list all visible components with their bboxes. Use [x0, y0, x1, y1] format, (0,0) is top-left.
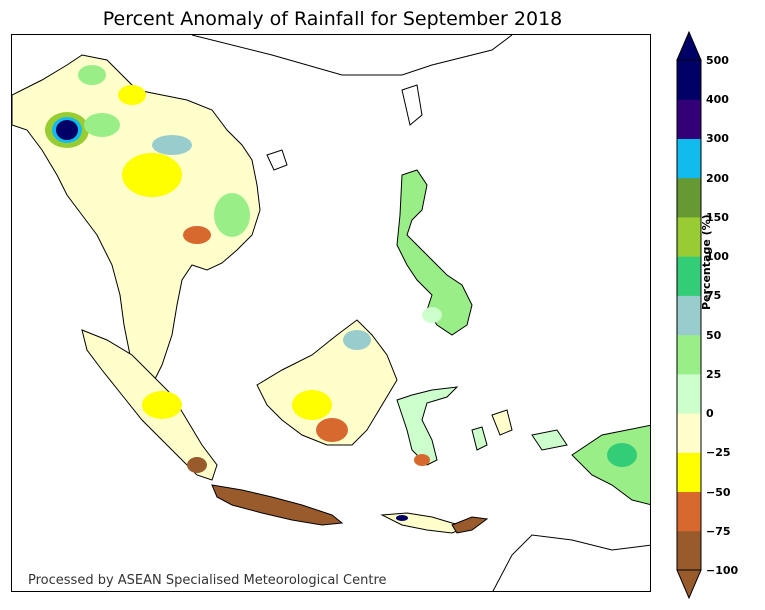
landmass-new-guinea: [571, 424, 650, 506]
colorbar-band: [677, 99, 701, 139]
colorbar-tick-label: −25: [706, 446, 731, 460]
colorbar-tick-label: 0: [706, 407, 714, 421]
colorbar-tick-label: 100: [706, 250, 729, 264]
colorbar-band: [677, 334, 701, 375]
colorbar-band: [677, 60, 701, 100]
colorbar-band: [677, 177, 701, 218]
colorbar-tick-label: 300: [706, 132, 729, 146]
colorbar-band: [677, 530, 701, 571]
colorbar-tick-label: 50: [706, 328, 722, 342]
colorbar-extend-bottom: [676, 569, 702, 600]
colorbar-band: [677, 216, 701, 257]
colorbar-band: [677, 413, 701, 453]
landmass-borneo: [256, 319, 398, 446]
colorbar-band: [677, 295, 701, 336]
credit-text: Processed by ASEAN Specialised Meteorolo…: [28, 573, 387, 588]
colorbar-tick-label: 150: [706, 210, 729, 224]
colorbar: [676, 30, 702, 600]
map-title: Percent Anomaly of Rainfall for Septembe…: [102, 8, 563, 30]
colorbar-band: [677, 491, 701, 532]
landmass-java: [211, 484, 344, 526]
colorbar-tick-label: 200: [706, 171, 729, 185]
landmass-timor: [380, 512, 469, 534]
colorbar-tick-label: 75: [706, 289, 722, 303]
colorbar-tick-label: 400: [706, 93, 729, 107]
colorbar-band: [677, 256, 701, 296]
colorbar-tick-label: −75: [706, 524, 731, 538]
colorbar-band: [677, 373, 701, 414]
colorbar-extend-top: [676, 30, 702, 61]
rainfall-anomaly-map: Processed by ASEAN Specialised Meteorolo…: [11, 34, 651, 592]
landmass-philippines: [396, 169, 473, 336]
colorbar-band: [677, 452, 701, 493]
colorbar-tick-label: −100: [706, 564, 739, 577]
colorbar-title: Percentage (%): [700, 214, 713, 310]
map-canvas: [12, 35, 650, 591]
colorbar-tick-label: 25: [706, 367, 722, 381]
colorbar-tick-label: −50: [706, 485, 731, 499]
landmass-timor-east: [451, 516, 489, 534]
landmass-sulawesi: [396, 386, 459, 466]
colorbar-band: [677, 138, 701, 179]
colorbar-tick-label: 500: [706, 54, 729, 67]
